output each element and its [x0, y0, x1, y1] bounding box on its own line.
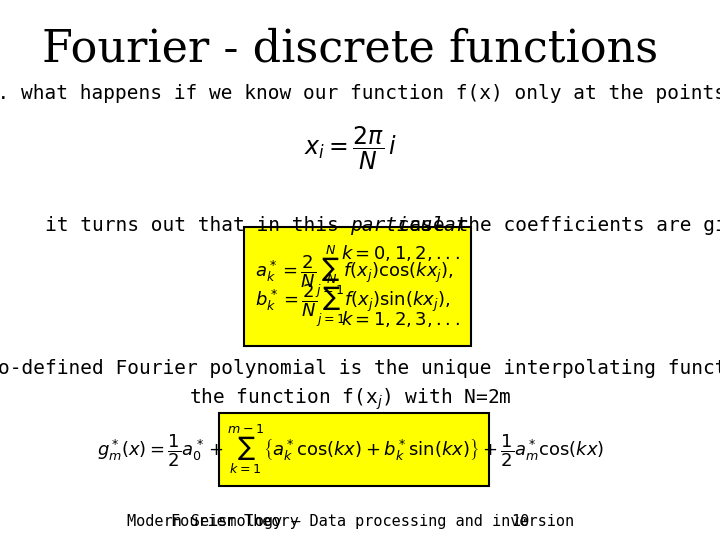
Text: it turns out that in this: it turns out that in this [45, 216, 351, 235]
Text: $k = 0,1,2,...$: $k = 0,1,2,...$ [341, 243, 460, 263]
Text: $b_k^* = \dfrac{2}{N}\sum_{j=1}^{N} f(x_j)\sin(kx_j),$: $b_k^* = \dfrac{2}{N}\sum_{j=1}^{N} f(x_… [255, 273, 451, 329]
Text: $a_k^* = \dfrac{2}{N}\sum_{j=1}^{N} f(x_j)\cos(kx_j),$: $a_k^* = \dfrac{2}{N}\sum_{j=1}^{N} f(x_… [255, 243, 454, 300]
Text: Fourier Theory: Fourier Theory [171, 514, 299, 529]
Text: $x_i = \dfrac{2\pi}{N}\,i$: $x_i = \dfrac{2\pi}{N}\,i$ [304, 124, 397, 172]
Text: Fourier - discrete functions: Fourier - discrete functions [42, 27, 658, 70]
FancyBboxPatch shape [219, 413, 489, 486]
FancyBboxPatch shape [244, 227, 471, 346]
Text: Modern Seismology – Data processing and inversion: Modern Seismology – Data processing and … [127, 514, 574, 529]
Text: $g_m^*(x) = \dfrac{1}{2}a_0^* + \sum_{k=1}^{m-1}\left\{a_k^*\cos(kx)+b_k^*\sin(k: $g_m^*(x) = \dfrac{1}{2}a_0^* + \sum_{k=… [96, 423, 604, 476]
Text: the function f(x$_j$) with N=2m: the function f(x$_j$) with N=2m [189, 386, 511, 411]
Text: particular: particular [351, 216, 468, 235]
Text: .. the so-defined Fourier polynomial is the unique interpolating function to: .. the so-defined Fourier polynomial is … [0, 359, 720, 378]
Text: $k = 1,2,3,...$: $k = 1,2,3,...$ [341, 309, 460, 329]
Text: 10: 10 [511, 514, 529, 529]
Text: ... what happens if we know our function f(x) only at the points: ... what happens if we know our function… [0, 84, 720, 103]
Text: case the coefficients are given by: case the coefficients are given by [386, 216, 720, 235]
